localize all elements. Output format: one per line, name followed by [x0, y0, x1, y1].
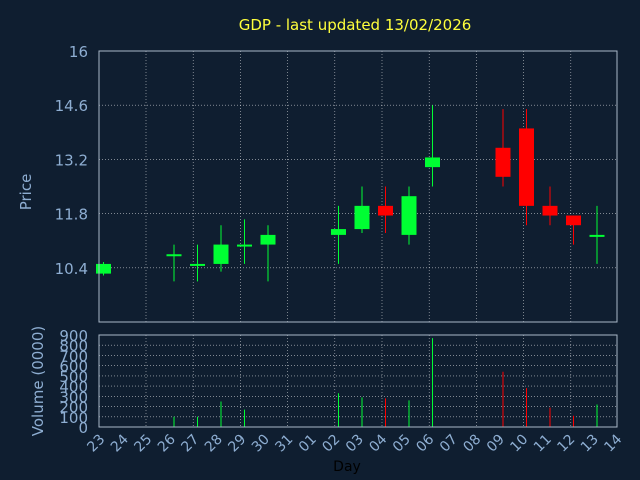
candle-body: [166, 254, 182, 257]
candle-body: [213, 244, 229, 264]
candle-body: [401, 196, 417, 235]
volume-tick-label: 0: [78, 419, 88, 437]
x-tick-label: 31: [272, 432, 296, 456]
x-tick-label: 09: [484, 432, 508, 456]
x-tick-label: 11: [531, 432, 555, 456]
x-tick-label: 04: [366, 431, 390, 455]
x-tick-labels: 23 24 25 26 27 28 29 30 31 01 02 03 04 05 06 07 08 09 10 11…: [84, 431, 625, 455]
candle-body: [260, 234, 276, 245]
price-tick-label: 10.4: [55, 260, 88, 278]
price-panel-frame: [98, 50, 618, 323]
candle-body: [542, 205, 558, 216]
price-tick-label: 16: [69, 43, 88, 61]
volume-tick-label: 900: [59, 327, 88, 345]
volume-tick-label: 500: [59, 368, 88, 386]
volume-tick-label: 600: [59, 358, 88, 376]
candle-body: [495, 147, 511, 177]
volume-tick-label: 200: [59, 399, 88, 417]
price-tick-label: 13.2: [55, 151, 88, 169]
x-tick-label: 29: [225, 432, 249, 456]
price-tick-label: 14.6: [55, 97, 88, 115]
x-tick-label: 28: [202, 432, 226, 456]
candle-body: [589, 234, 605, 237]
price-axis-label: Price: [17, 174, 35, 211]
x-tick-label: 24: [108, 431, 132, 455]
x-axis-label: Day: [333, 459, 361, 475]
x-tick-label: 30: [249, 432, 273, 456]
volume-grid: [99, 335, 617, 427]
x-tick-label: 07: [437, 432, 461, 456]
chart-title: GDP - last updated 13/02/2026: [239, 16, 472, 34]
x-tick-label: 08: [460, 432, 484, 456]
volume-tick-label: 700: [59, 347, 88, 365]
volume-bars: [173, 338, 598, 427]
x-tick-label: 01: [296, 432, 320, 456]
x-tick-label: 05: [390, 432, 414, 456]
candle-body: [425, 157, 440, 168]
x-tick-label: 06: [413, 431, 437, 455]
candle-body: [519, 128, 534, 206]
volume-tick-label: 800: [59, 337, 88, 355]
volume-tick-label: 400: [59, 378, 88, 396]
x-tick-label: 14: [601, 431, 625, 455]
candle-body: [331, 229, 346, 235]
price-grid: [99, 51, 617, 322]
x-tick-label: 25: [131, 432, 155, 456]
candle-body: [237, 244, 252, 247]
candle-body: [96, 263, 111, 274]
price-tick-labels: 16 14.6 13.2 11.8 10.4: [55, 43, 88, 278]
candles: [96, 105, 605, 282]
x-tick-label: 12: [554, 432, 578, 456]
candle-body: [354, 205, 370, 230]
x-tick-label: 03: [343, 432, 367, 456]
candle-body: [190, 263, 205, 266]
volume-panel-frame: [98, 334, 618, 428]
x-tick-label: 26: [155, 431, 179, 455]
x-tick-label: 27: [178, 432, 202, 456]
candle-body: [378, 205, 393, 216]
x-tick-label: 10: [507, 432, 531, 456]
candle-body: [566, 215, 581, 226]
price-tick-label: 11.8: [55, 206, 88, 224]
volume-tick-label: 100: [59, 409, 88, 427]
x-tick-label: 02: [319, 432, 343, 456]
x-tick-label: 13: [578, 432, 602, 456]
volume-tick-label: 300: [59, 388, 88, 406]
volume-axis-label: Volume (0000): [29, 326, 47, 436]
